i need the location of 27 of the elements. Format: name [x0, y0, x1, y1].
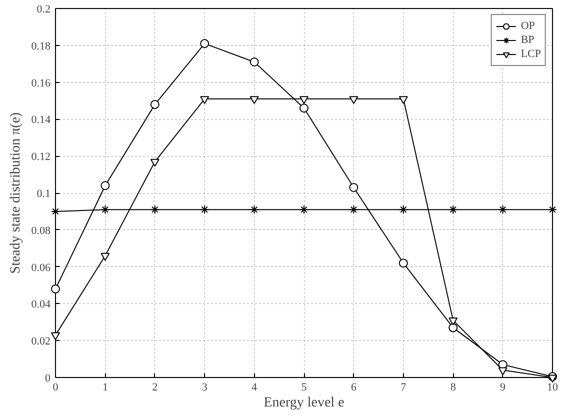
y-tick-label: 0.02: [31, 336, 50, 348]
x-tick-label: 10: [547, 382, 558, 394]
x-tick-label: 6: [350, 382, 357, 394]
x-tick-label: 3: [202, 382, 208, 394]
x-tick-label: 1: [102, 382, 108, 394]
y-tick-label: 0: [45, 372, 51, 384]
y-tick-label: 0.1: [36, 188, 50, 200]
legend-label: LCP: [520, 47, 541, 61]
y-tick-label: 0.14: [31, 114, 51, 126]
x-tick-label: 8: [450, 382, 456, 394]
legend-label: OP: [520, 19, 536, 33]
x-tick-label: 2: [152, 382, 158, 394]
x-tick-label: 7: [400, 382, 407, 394]
y-axis-title: Steady state distribution π(e): [8, 112, 24, 274]
x-tick-label: 0: [52, 382, 59, 394]
y-tick-label: 0.16: [31, 77, 51, 90]
y-tick-label: 0.2: [36, 4, 50, 16]
y-tick-label: 0.12: [31, 151, 50, 164]
x-tick-label: 9: [500, 382, 506, 394]
legend-label: BP: [520, 33, 536, 47]
y-tick-label: 0.04: [31, 298, 51, 311]
x-axis-title: Energy level e: [264, 396, 344, 410]
y-tick-label: 0.08: [31, 224, 51, 237]
x-tick-label: 4: [252, 382, 258, 394]
x-tick-label: 5: [301, 382, 308, 394]
y-tick-label: 0.18: [31, 40, 51, 52]
y-tick-label: 0.06: [31, 262, 51, 274]
